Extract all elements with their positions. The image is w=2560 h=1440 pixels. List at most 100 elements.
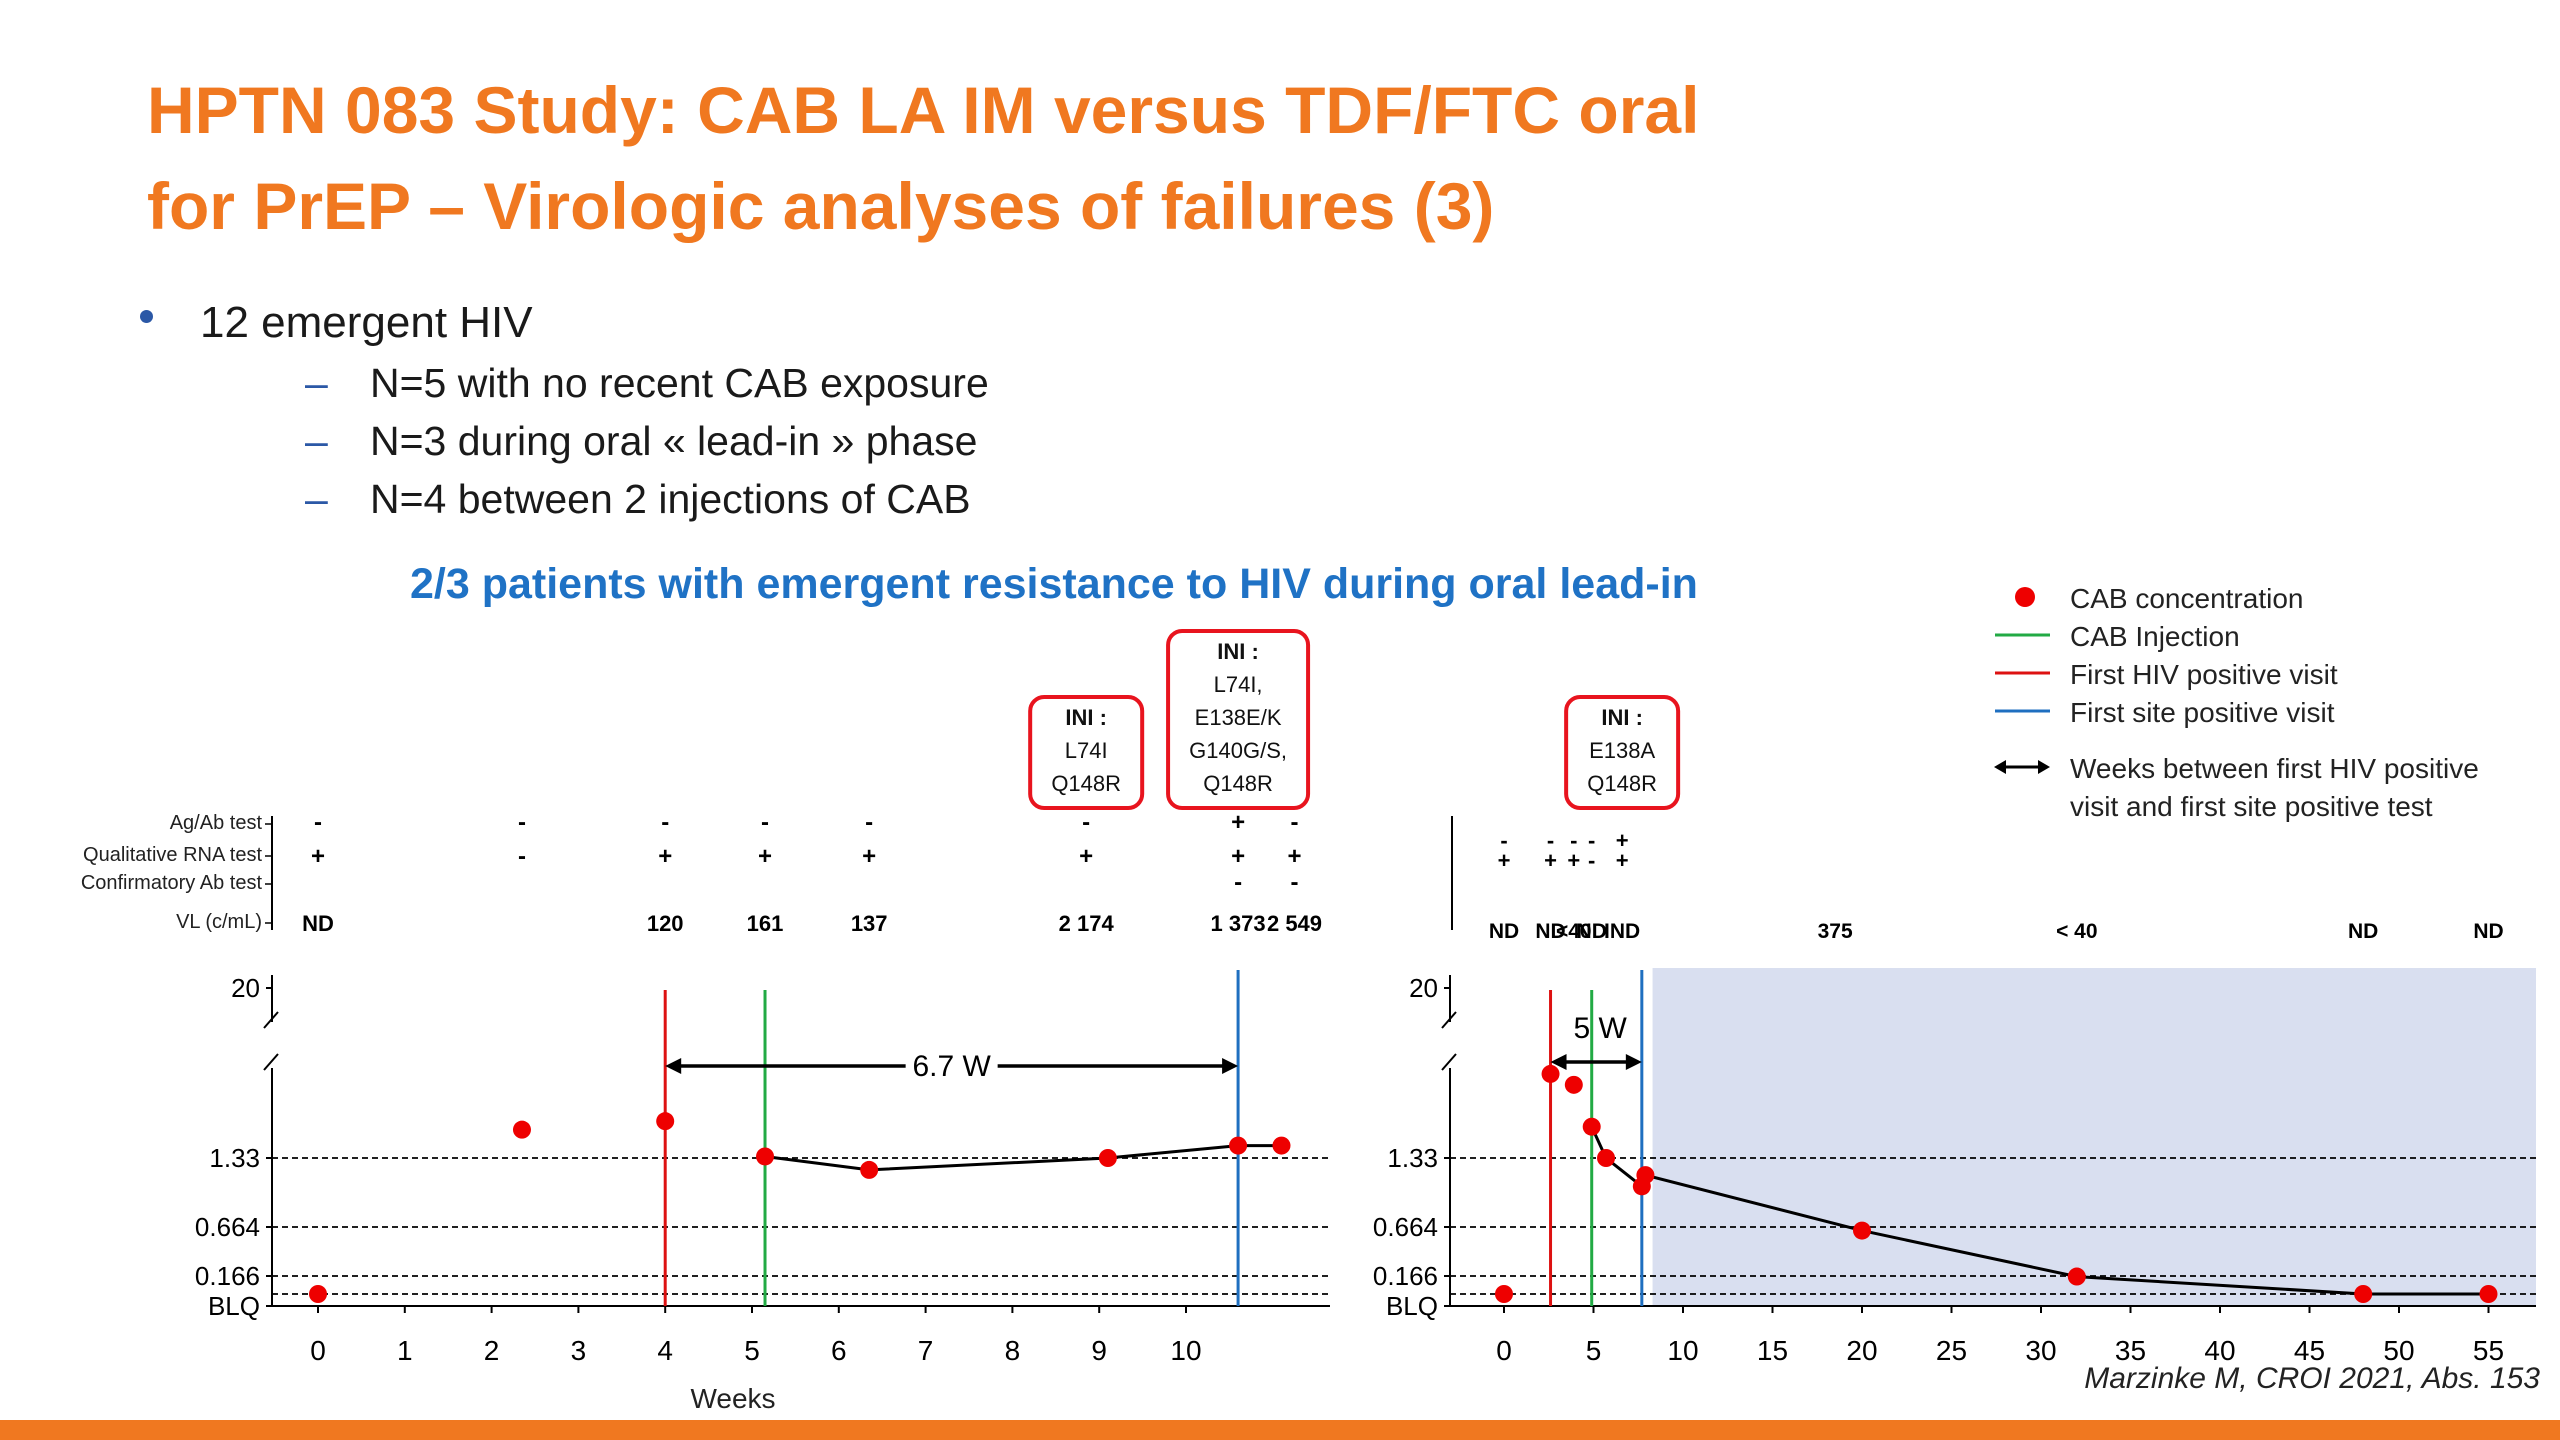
rna-result: +: [1079, 843, 1093, 870]
resistance-text: E138E/K: [1195, 705, 1282, 730]
citation: Marzinke M, CROI 2021, Abs. 153: [2084, 1362, 2540, 1395]
resistance-text: INI :: [1065, 705, 1107, 730]
y-tick-label: 0.664: [1373, 1212, 1438, 1242]
viral-load-value: ND: [1535, 920, 1565, 943]
interval-arrow-left-icon: [665, 1058, 682, 1074]
test-row-label: Qualitative RNA test: [83, 844, 262, 866]
viral-load-value: 1 373: [1211, 911, 1266, 936]
cab-concentration-point: [656, 1112, 675, 1131]
sub-bullet-text: N=4 between 2 injections of CAB: [370, 476, 971, 522]
resistance-text: E138A: [1589, 738, 1655, 763]
cab-concentration-point: [1272, 1136, 1291, 1155]
legend-label: First HIV positive visit: [2070, 659, 2338, 690]
ag-ab-result: -: [314, 809, 322, 836]
legend-item-first-site-positive: First site positive visit: [1990, 692, 2550, 730]
resistance-box: [1028, 695, 1145, 810]
bottom-accent-bar: [0, 1420, 2560, 1440]
shaded-region: [1652, 968, 2536, 1306]
x-tick-label: 8: [1005, 1335, 1021, 1366]
resistance-box: [1166, 629, 1311, 810]
rna-result: -: [1588, 848, 1595, 873]
rna-result: -: [518, 843, 526, 870]
viral-load-value: ND: [1577, 920, 1607, 943]
x-tick-label: 15: [1757, 1335, 1788, 1366]
x-tick-label: 35: [2115, 1335, 2146, 1366]
cab-concentration-point: [2067, 1267, 2086, 1286]
cab-concentration-point: [1229, 1136, 1248, 1155]
y-tick-label: 0.166: [195, 1261, 260, 1291]
interval-arrow-right-icon: [1625, 1054, 1642, 1070]
viral-load-value: ND: [2473, 920, 2503, 943]
legend-label: First site positive visit: [2070, 697, 2335, 728]
chart-subtitle: 2/3 patients with emergent resistance to…: [410, 560, 1698, 608]
rna-result: +: [758, 843, 772, 870]
x-tick-label: 0: [310, 1335, 326, 1366]
viral-load-value: ND: [2348, 920, 2378, 943]
cab-concentration-point: [756, 1147, 775, 1166]
confirmatory-result: -: [1234, 869, 1242, 896]
cab-concentration-point: [2354, 1285, 2373, 1303]
cab-concentration-point: [1597, 1149, 1616, 1167]
x-axis-title: Weeks: [690, 1383, 775, 1414]
x-tick-label: 10: [1170, 1335, 1201, 1366]
resistance-text: G140G/S,: [1189, 738, 1287, 763]
sub-bullet-text: N=3 during oral « lead-in » phase: [370, 418, 978, 464]
x-tick-label: 3: [571, 1335, 587, 1366]
y-tick-label: BLQ: [208, 1291, 260, 1321]
blue-line-icon: [1995, 709, 2050, 713]
x-tick-label: 2: [484, 1335, 500, 1366]
red-line-icon: [1995, 671, 2050, 675]
viral-load-value: ND: [1489, 920, 1519, 943]
viral-load-value: ND: [302, 911, 334, 936]
x-tick-label: 45: [2294, 1335, 2325, 1366]
axis-break-icon: [1441, 1011, 1457, 1071]
viral-load-value: 120: [647, 911, 684, 936]
double-arrow-icon: [1994, 760, 2050, 774]
y-tick-label: BLQ: [1386, 1291, 1438, 1321]
ag-ab-result: -: [1500, 828, 1507, 853]
cab-concentration-point: [1853, 1221, 1871, 1240]
test-row-label: Confirmatory Ab test: [81, 872, 263, 894]
legend-item-first-hiv-positive: First HIV positive visit: [1990, 654, 2550, 692]
x-tick-label: 5: [744, 1335, 760, 1366]
cab-concentration-point: [1582, 1117, 1601, 1136]
title-line-2: for PrEP – Virologic analyses of failure…: [147, 169, 1495, 243]
dash-icon: –: [305, 360, 328, 406]
dash-icon: –: [305, 418, 328, 464]
green-line-icon: [1995, 633, 2050, 637]
viral-load-value: < 40: [2056, 920, 2097, 943]
y-tick-label: 20: [231, 973, 260, 1003]
cab-concentration-point: [309, 1285, 327, 1303]
slide-title: HPTN 083 Study: CAB LA IM versus TDF/FTC…: [147, 62, 2047, 254]
cab-concentration-point: [1098, 1149, 1117, 1167]
resistance-text: Q148R: [1203, 771, 1273, 796]
rna-result: +: [1567, 848, 1580, 873]
rna-result: +: [658, 843, 672, 870]
x-tick-label: 30: [2025, 1335, 2056, 1366]
red-dot-icon: [2015, 587, 2035, 607]
x-tick-label: 6: [831, 1335, 847, 1366]
ag-ab-result: -: [1547, 828, 1554, 853]
ag-ab-result: +: [1616, 828, 1629, 853]
resistance-text: Q148R: [1587, 771, 1657, 796]
y-tick-label: 1.33: [1387, 1143, 1438, 1173]
cab-concentration-point: [860, 1160, 879, 1179]
cab-concentration-point: [1564, 1075, 1583, 1094]
viral-load-value: 2 549: [1267, 911, 1322, 936]
axis-break-icon: [263, 1011, 279, 1071]
x-tick-label: 55: [2473, 1335, 2504, 1366]
x-tick-label: 50: [2383, 1335, 2414, 1366]
legend-label: Weeks between first HIV positive visit a…: [2070, 753, 2479, 822]
ag-ab-result: -: [518, 809, 526, 836]
legend-item-cab-concentration: CAB concentration: [1990, 578, 2550, 616]
viral-load-value: IND: [1604, 920, 1640, 943]
legend-label: CAB concentration: [2070, 583, 2304, 614]
ag-ab-result: +: [1231, 809, 1245, 836]
interval-label: 5 W: [1574, 1012, 1628, 1045]
resistance-text: Q148R: [1051, 771, 1121, 796]
ag-ab-result: -: [1291, 809, 1299, 836]
bullet-dot-icon: [140, 310, 153, 323]
legend-label: CAB Injection: [2070, 621, 2240, 652]
x-tick-label: 0: [1496, 1335, 1512, 1366]
